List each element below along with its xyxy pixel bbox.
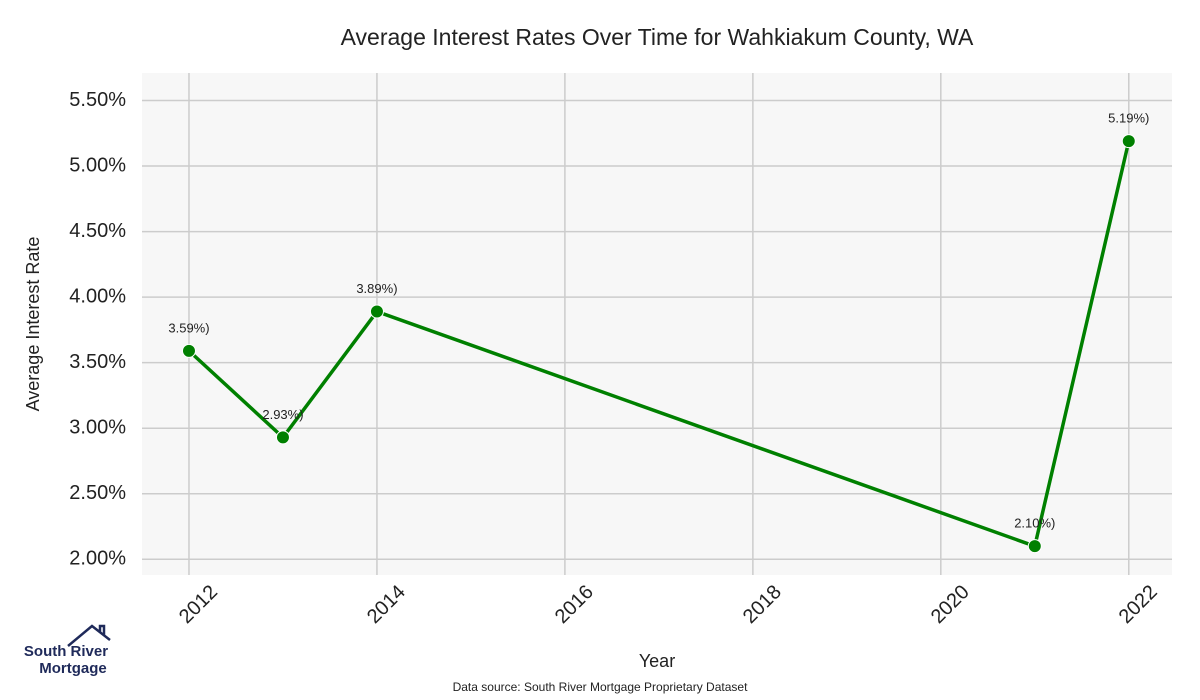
y-tick-label: 4.50% bbox=[69, 220, 126, 242]
source-note: Data source: South River Mortgage Propri… bbox=[453, 680, 748, 694]
x-tick-label: 2016 bbox=[551, 581, 598, 628]
y-tick-label: 5.00% bbox=[69, 154, 126, 176]
point bbox=[1121, 134, 1136, 149]
x-tick-label: 2020 bbox=[927, 581, 974, 628]
x-tick-label: 2014 bbox=[363, 581, 410, 628]
y-tick-label: 3.50% bbox=[69, 351, 126, 373]
chart-title: Average Interest Rates Over Time for Wah… bbox=[341, 24, 974, 50]
y-tick-label: 2.50% bbox=[69, 482, 126, 504]
data-label: 5.19%) bbox=[1108, 111, 1149, 126]
data-label: 2.93%) bbox=[262, 407, 303, 422]
logo-text: Mortgage bbox=[39, 660, 107, 677]
data-label: 2.10%) bbox=[1014, 516, 1055, 531]
y-tick-label: 3.00% bbox=[69, 416, 126, 438]
y-axis-label: Average Interest Rate bbox=[23, 237, 43, 412]
x-tick-label: 2022 bbox=[1115, 581, 1162, 628]
data-label: 3.89%) bbox=[356, 281, 397, 296]
plot-area bbox=[142, 73, 1172, 575]
y-tick-label: 4.00% bbox=[69, 285, 126, 307]
point bbox=[1027, 539, 1042, 554]
logo: South River Mortgage bbox=[24, 624, 111, 677]
y-tick-label: 2.00% bbox=[69, 548, 126, 570]
x-tick-label: 2018 bbox=[739, 581, 786, 628]
data-label: 3.59%) bbox=[168, 320, 209, 335]
point bbox=[369, 304, 384, 319]
logo-text: South River bbox=[24, 643, 108, 660]
x-tick-label: 2012 bbox=[175, 581, 222, 628]
y-tick-label: 5.50% bbox=[69, 89, 126, 111]
logo-roof bbox=[67, 624, 111, 647]
point bbox=[275, 430, 290, 445]
x-axis-label: Year bbox=[639, 651, 675, 671]
point bbox=[181, 343, 196, 358]
